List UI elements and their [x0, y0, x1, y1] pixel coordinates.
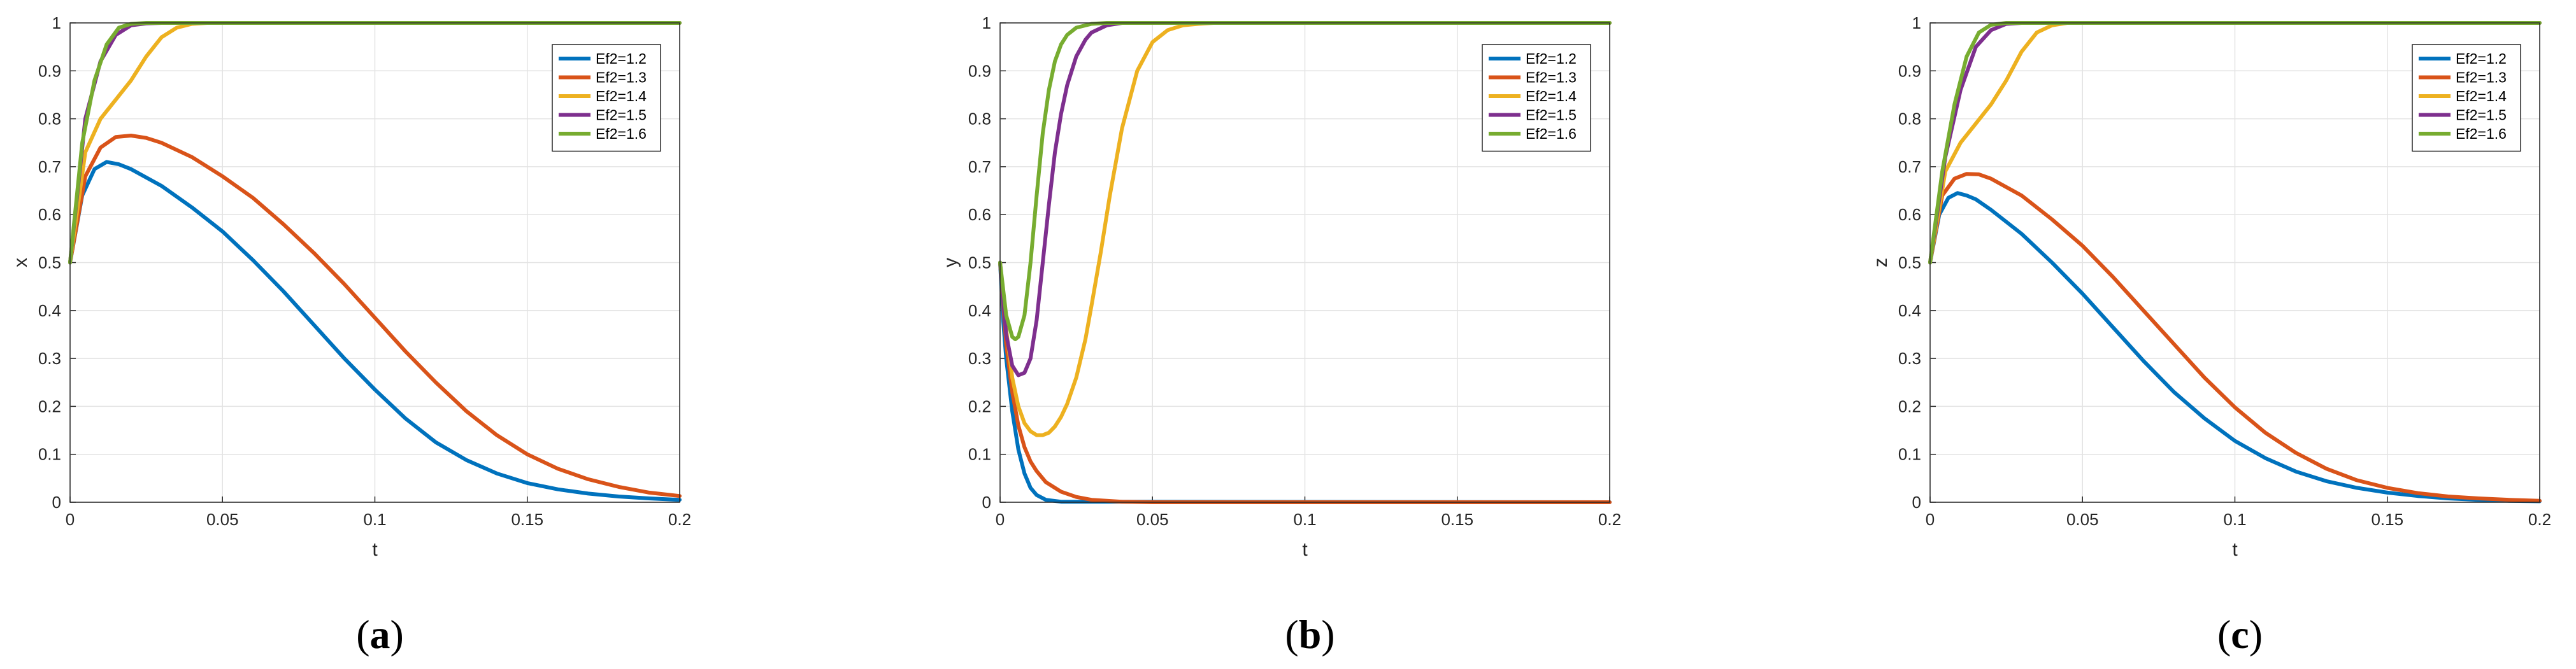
legend-label: Ef2=1.5 [2456, 107, 2507, 123]
y-tick-label: 0.3 [968, 349, 991, 368]
y-tick-label: 0.5 [38, 253, 61, 272]
legend-label: Ef2=1.6 [596, 125, 647, 142]
caption-close: ) [1321, 612, 1335, 657]
y-tick-label: 0.6 [38, 205, 61, 224]
y-tick-label: 0.3 [38, 349, 61, 368]
axes-box [69, 22, 680, 503]
y-tick-label: 0.6 [1898, 205, 1921, 224]
panel-caption: (a) [356, 612, 404, 657]
y-tick-label: 0.1 [968, 445, 991, 464]
x-tick-label: 0.2 [2528, 510, 2551, 529]
y-tick-label: 0 [982, 493, 991, 512]
chart-panel-b: 0 0.1 0.2 0.3 0.4 0.5 0.6 0.7 0.8 0.9 1 0 0.05 0.1 0.1… [940, 13, 1621, 657]
panel-caption: (b) [1285, 612, 1335, 657]
legend: Ef2=1.2 Ef2=1.3 Ef2=1.4 Ef2=1.5 Ef2=1.6 [552, 44, 661, 152]
caption-close: ) [390, 612, 404, 657]
x-tick-label: 0.05 [206, 510, 239, 529]
legend-label: Ef2=1.2 [2456, 50, 2507, 67]
series-line-Ef2=1.6 [998, 21, 1612, 341]
y-tick-label: 0.7 [38, 157, 61, 176]
legend-label: Ef2=1.4 [596, 88, 647, 104]
legend-label: Ef2=1.4 [1526, 88, 1577, 104]
series-line-Ef2=1.2 [1928, 191, 2542, 504]
x-tick-label: 0.2 [668, 510, 691, 529]
caption-letter: c [2231, 612, 2249, 657]
y-tick-label: 0.9 [968, 61, 991, 80]
legend-label: Ef2=1.3 [596, 69, 647, 86]
y-tick-label: 0.4 [968, 301, 991, 320]
x-axis-label: t [1302, 539, 1308, 560]
caption-open: ( [1285, 612, 1298, 657]
panel-caption: (c) [2217, 612, 2263, 657]
y-tick-label: 0.9 [38, 61, 61, 80]
legend-label: Ef2=1.5 [596, 107, 647, 123]
series-line-Ef2=1.3 [998, 260, 1612, 504]
y-tick-label: 0.7 [968, 157, 991, 176]
series-line-Ef2=1.3 [1928, 172, 2542, 503]
x-tick-label: 0 [66, 510, 75, 529]
legend: Ef2=1.2 Ef2=1.3 Ef2=1.4 Ef2=1.5 Ef2=1.6 [1482, 44, 1591, 152]
legend-label: Ef2=1.4 [2456, 88, 2507, 104]
x-tick-label: 0.15 [1441, 510, 1473, 529]
caption-close: ) [2249, 612, 2263, 657]
y-tick-label: 0.1 [38, 445, 61, 464]
x-tick-label: 0.2 [1598, 510, 1621, 529]
y-tick-label: 0.4 [38, 301, 61, 320]
axes-box [1929, 22, 2540, 503]
legend-label: Ef2=1.2 [1526, 50, 1577, 67]
x-tick-label: 0 [996, 510, 1005, 529]
legend-label: Ef2=1.6 [2456, 125, 2507, 142]
caption-open: ( [2217, 612, 2231, 657]
y-tick-label: 1 [1912, 13, 1921, 32]
y-tick-label: 0.8 [38, 109, 61, 129]
y-tick-label: 0.4 [1898, 301, 1921, 320]
caption-open: ( [356, 612, 369, 657]
series-line-Ef2=1.2 [68, 160, 682, 502]
y-tick-label: 0.2 [1898, 397, 1921, 416]
y-tick-label: 0.8 [1898, 109, 1921, 129]
x-tick-label: 0.05 [2066, 510, 2099, 529]
legend-label: Ef2=1.3 [2456, 69, 2507, 86]
series-line-Ef2=1.5 [998, 21, 1612, 377]
series-line-Ef2=1.4 [998, 21, 1612, 437]
y-tick-label: 0.5 [1898, 253, 1921, 272]
legend-label: Ef2=1.5 [1526, 107, 1577, 123]
legend-label: Ef2=1.3 [1526, 69, 1577, 86]
y-tick-label: 0.7 [1898, 157, 1921, 176]
x-tick-label: 0 [1926, 510, 1935, 529]
x-tick-label: 0.1 [2223, 510, 2246, 529]
y-tick-label: 0.2 [968, 397, 991, 416]
x-tick-label: 0.1 [363, 510, 386, 529]
y-tick-label: 0.2 [38, 397, 61, 416]
y-tick-label: 0.1 [1898, 445, 1921, 464]
legend-label: Ef2=1.2 [596, 50, 647, 67]
y-tick-label: 0.5 [968, 253, 991, 272]
y-axis-label: x [10, 258, 31, 267]
y-tick-label: 1 [52, 13, 61, 32]
y-axis-label: z [1870, 258, 1891, 267]
axes-box [999, 22, 1610, 503]
series-line-Ef2=1.3 [68, 134, 682, 498]
y-tick-label: 0 [52, 493, 61, 512]
y-axis-label: y [940, 258, 961, 267]
y-tick-label: 0.6 [968, 205, 991, 224]
x-tick-label: 0.15 [511, 510, 543, 529]
legend: Ef2=1.2 Ef2=1.3 Ef2=1.4 Ef2=1.5 Ef2=1.6 [2412, 44, 2521, 152]
chart-panel-a: 0 0.1 0.2 0.3 0.4 0.5 0.6 0.7 0.8 0.9 1 0 0.05 0.1 0.1… [10, 13, 691, 657]
caption-letter: b [1299, 612, 1322, 657]
x-tick-label: 0.1 [1293, 510, 1316, 529]
x-tick-label: 0.05 [1136, 510, 1169, 529]
y-tick-label: 0.9 [1898, 61, 1921, 80]
y-tick-label: 0.8 [968, 109, 991, 129]
y-tick-label: 0 [1912, 493, 1921, 512]
y-tick-label: 0.3 [1898, 349, 1921, 368]
chart-panel-c: 0 0.1 0.2 0.3 0.4 0.5 0.6 0.7 0.8 0.9 1 0 0.05 0.1 0.1… [1870, 13, 2551, 657]
legend-label: Ef2=1.6 [1526, 125, 1577, 142]
x-axis-label: t [2232, 539, 2238, 560]
y-tick-label: 1 [982, 13, 991, 32]
x-axis-label: t [372, 539, 378, 560]
caption-letter: a [370, 612, 390, 657]
x-tick-label: 0.15 [2371, 510, 2403, 529]
